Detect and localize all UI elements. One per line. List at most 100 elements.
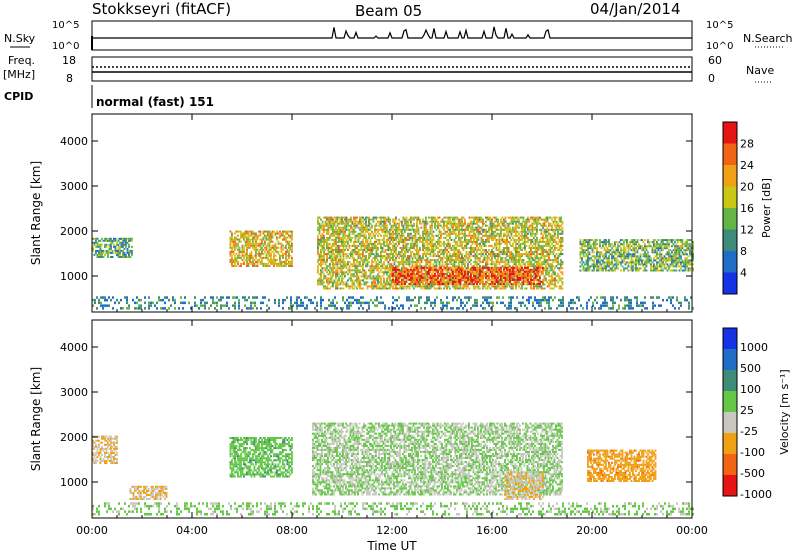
data-cell bbox=[459, 242, 462, 245]
data-cell bbox=[455, 247, 457, 249]
data-cell bbox=[447, 278, 450, 281]
data-cell bbox=[491, 222, 493, 225]
data-cell bbox=[494, 244, 496, 247]
data-cell bbox=[489, 224, 492, 227]
data-cell bbox=[548, 283, 550, 286]
data-cell bbox=[432, 242, 435, 245]
data-cell bbox=[339, 216, 342, 219]
data-cell bbox=[348, 228, 351, 231]
data-cell bbox=[539, 253, 541, 256]
data-cell bbox=[395, 249, 397, 251]
data-cell bbox=[410, 283, 412, 286]
data-cell bbox=[414, 244, 417, 247]
data-cell bbox=[381, 275, 384, 278]
data-cells bbox=[92, 216, 694, 310]
data-cell bbox=[414, 253, 417, 256]
data-cell bbox=[518, 238, 520, 241]
data-cell bbox=[405, 287, 408, 290]
data-cell bbox=[332, 275, 334, 278]
data-cell bbox=[465, 279, 468, 282]
data-cell bbox=[396, 287, 399, 290]
data-cell bbox=[521, 230, 523, 233]
data-cell bbox=[392, 232, 394, 235]
data-cell bbox=[450, 216, 453, 219]
data-cell bbox=[444, 251, 447, 253]
data-cell bbox=[240, 240, 242, 243]
data-cell bbox=[345, 228, 348, 231]
data-cell bbox=[534, 247, 537, 249]
data-cell bbox=[477, 273, 480, 276]
data-cell bbox=[561, 228, 564, 231]
data-cell bbox=[327, 222, 330, 225]
data-cell bbox=[522, 242, 525, 245]
data-cell bbox=[404, 218, 406, 221]
data-cell bbox=[507, 230, 510, 233]
data-cell bbox=[380, 281, 382, 284]
data-cell bbox=[453, 249, 456, 251]
data-cell bbox=[234, 236, 236, 239]
data-cell bbox=[320, 224, 322, 227]
data-cell bbox=[476, 226, 478, 229]
data-cell bbox=[513, 226, 516, 229]
data-cell bbox=[497, 279, 499, 282]
data-cell bbox=[497, 285, 499, 288]
data-cell bbox=[110, 237, 112, 240]
data-cell bbox=[554, 224, 556, 227]
data-cell bbox=[392, 277, 394, 280]
data-cell bbox=[122, 243, 124, 246]
data-cell bbox=[461, 222, 463, 225]
data-cell bbox=[402, 232, 405, 235]
data-cell bbox=[432, 251, 435, 253]
data-cell bbox=[429, 283, 432, 286]
data-cell bbox=[321, 232, 324, 235]
data-cell bbox=[437, 216, 439, 219]
data-cell bbox=[380, 287, 382, 290]
data-cell bbox=[531, 265, 534, 268]
data-cell bbox=[95, 251, 97, 254]
data-cell bbox=[356, 265, 358, 268]
data-cell bbox=[557, 249, 559, 251]
data-cell bbox=[543, 255, 546, 258]
data-cell bbox=[468, 251, 471, 253]
data-cell bbox=[437, 220, 439, 223]
data-cell bbox=[482, 249, 484, 251]
data-cell bbox=[356, 277, 358, 280]
data-cell bbox=[277, 242, 280, 245]
data-cell bbox=[250, 256, 253, 259]
data-cell bbox=[241, 234, 244, 237]
data-cell bbox=[96, 253, 99, 256]
data-cell bbox=[552, 220, 555, 223]
data-cell bbox=[335, 218, 337, 221]
data-cell bbox=[512, 259, 514, 262]
data-cell bbox=[470, 268, 472, 271]
data-cell bbox=[554, 238, 556, 241]
data-cell bbox=[411, 244, 414, 247]
data-cell bbox=[104, 243, 106, 246]
data-cell bbox=[332, 267, 334, 270]
data-cell bbox=[444, 220, 447, 223]
data-cell bbox=[476, 230, 478, 233]
data-cell bbox=[440, 220, 442, 223]
data-cell bbox=[375, 287, 378, 290]
data-cell bbox=[497, 280, 499, 283]
data-cell bbox=[533, 236, 535, 239]
data-cell bbox=[503, 274, 505, 277]
data-cell bbox=[375, 218, 378, 221]
data-cell bbox=[459, 222, 462, 225]
data-cell bbox=[383, 222, 385, 225]
data-cell bbox=[500, 281, 502, 284]
data-cell bbox=[443, 272, 445, 275]
data-cell bbox=[255, 246, 257, 249]
data-cell bbox=[447, 222, 450, 225]
data-cell bbox=[435, 247, 438, 249]
data-cell bbox=[419, 234, 421, 237]
data-cell bbox=[431, 222, 433, 225]
data-cell bbox=[265, 248, 268, 251]
data-cell bbox=[540, 287, 543, 290]
data-cell bbox=[491, 276, 493, 279]
data-cell bbox=[489, 251, 492, 253]
data-cell bbox=[383, 277, 385, 280]
data-cell bbox=[504, 240, 507, 243]
data-cell bbox=[462, 259, 465, 262]
data-cell bbox=[510, 270, 513, 273]
